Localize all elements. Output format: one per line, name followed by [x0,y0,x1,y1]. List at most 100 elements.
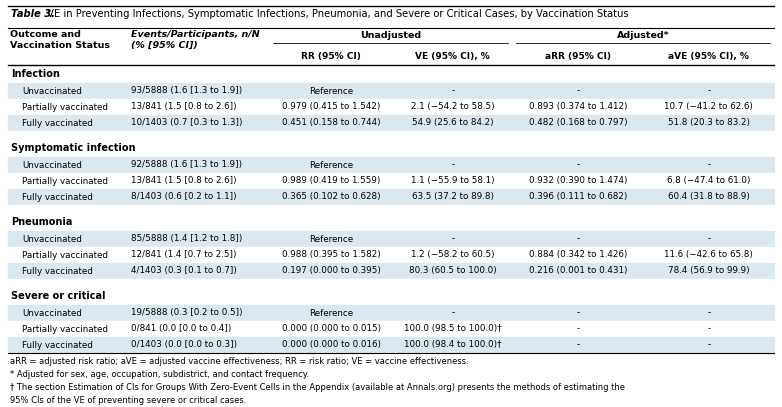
Text: 100.0 (98.5 to 100.0)†: 100.0 (98.5 to 100.0)† [404,324,501,333]
Text: 0.365 (0.102 to 0.628): 0.365 (0.102 to 0.628) [282,193,381,201]
Bar [8,213,774,231]
Text: 19/5888 (0.3 [0.2 to 0.5]): 19/5888 (0.3 [0.2 to 0.5]) [131,309,242,317]
Text: Pneumonia: Pneumonia [11,217,73,227]
Text: Fully vaccinated: Fully vaccinated [22,118,93,127]
Text: -: - [451,160,454,169]
Text: -: - [451,234,454,243]
Text: -: - [576,87,579,96]
Text: VE (95% CI), %: VE (95% CI), % [415,52,490,61]
Text: 100.0 (98.4 to 100.0)†: 100.0 (98.4 to 100.0)† [404,341,501,350]
Bar [8,115,774,131]
Text: Unvaccinated: Unvaccinated [22,160,82,169]
Text: Severe or critical: Severe or critical [11,291,106,301]
Text: 92/5888 (1.6 [1.3 to 1.9]): 92/5888 (1.6 [1.3 to 1.9]) [131,160,242,169]
Text: 0.988 (0.395 to 1.582): 0.988 (0.395 to 1.582) [282,250,381,260]
Text: -: - [576,234,579,243]
Bar [8,139,774,157]
Text: 54.9 (25.6 to 84.2): 54.9 (25.6 to 84.2) [412,118,493,127]
Text: 95% CIs of the VE of preventing severe or critical cases.: 95% CIs of the VE of preventing severe o… [10,396,246,405]
Text: -: - [708,309,711,317]
Bar [8,279,774,287]
Text: 0/841 (0.0 [0.0 to 0.4]): 0/841 (0.0 [0.0 to 0.4]) [131,324,231,333]
Text: Unvaccinated: Unvaccinated [22,87,82,96]
Text: Adjusted*: Adjusted* [617,31,669,40]
Text: RR (95% CI): RR (95% CI) [301,52,361,61]
Bar [8,287,774,305]
Bar [8,83,774,99]
Text: Unvaccinated: Unvaccinated [22,234,82,243]
Text: 2.1 (−54.2 to 58.5): 2.1 (−54.2 to 58.5) [411,103,494,112]
Text: 0/1403 (0.0 [0.0 to 0.3]): 0/1403 (0.0 [0.0 to 0.3]) [131,341,237,350]
Text: -: - [576,341,579,350]
Text: 0.216 (0.001 to 0.431): 0.216 (0.001 to 0.431) [529,267,627,276]
Text: Events/Participants, n/N
(% [95% CI]): Events/Participants, n/N (% [95% CI]) [131,30,260,50]
Bar [8,263,774,279]
Text: 63.5 (37.2 to 89.8): 63.5 (37.2 to 89.8) [411,193,493,201]
Text: Fully vaccinated: Fully vaccinated [22,267,93,276]
Bar [8,247,774,263]
Text: -: - [708,341,711,350]
Bar [8,231,774,247]
Text: 80.3 (60.5 to 100.0): 80.3 (60.5 to 100.0) [409,267,497,276]
Text: Partially vaccinated: Partially vaccinated [22,177,108,186]
Text: 0.000 (0.000 to 0.016): 0.000 (0.000 to 0.016) [282,341,381,350]
Text: 10/1403 (0.7 [0.3 to 1.3]): 10/1403 (0.7 [0.3 to 1.3]) [131,118,242,127]
Text: aRR (95% CI): aRR (95% CI) [545,52,611,61]
Bar [8,173,774,189]
Text: 1.2 (−58.2 to 60.5): 1.2 (−58.2 to 60.5) [411,250,494,260]
Text: -: - [708,87,711,96]
Text: Partially vaccinated: Partially vaccinated [22,324,108,333]
Text: 0.979 (0.415 to 1.542): 0.979 (0.415 to 1.542) [282,103,380,112]
Bar [8,131,774,139]
Text: 60.4 (31.8 to 88.9): 60.4 (31.8 to 88.9) [668,193,750,201]
Text: 0.884 (0.342 to 1.426): 0.884 (0.342 to 1.426) [529,250,627,260]
Text: 0.893 (0.374 to 1.412): 0.893 (0.374 to 1.412) [529,103,627,112]
Bar [8,189,774,205]
Text: 4/1403 (0.3 [0.1 to 0.7]): 4/1403 (0.3 [0.1 to 0.7]) [131,267,237,276]
Text: -: - [451,309,454,317]
Text: 93/5888 (1.6 [1.3 to 1.9]): 93/5888 (1.6 [1.3 to 1.9]) [131,87,242,96]
Text: 0.989 (0.419 to 1.559): 0.989 (0.419 to 1.559) [282,177,380,186]
Text: 6.8 (−47.4 to 61.0): 6.8 (−47.4 to 61.0) [667,177,751,186]
Text: 0.932 (0.390 to 1.474): 0.932 (0.390 to 1.474) [529,177,627,186]
Text: Fully vaccinated: Fully vaccinated [22,341,93,350]
Bar [8,205,774,213]
Text: -: - [708,234,711,243]
Text: 51.8 (20.3 to 83.2): 51.8 (20.3 to 83.2) [668,118,750,127]
Text: 0.482 (0.168 to 0.797): 0.482 (0.168 to 0.797) [529,118,627,127]
Text: 12/841 (1.4 [0.7 to 2.5]): 12/841 (1.4 [0.7 to 2.5]) [131,250,236,260]
Text: 11.6 (−42.6 to 65.8): 11.6 (−42.6 to 65.8) [665,250,753,260]
Text: 0.451 (0.158 to 0.744): 0.451 (0.158 to 0.744) [282,118,381,127]
Text: Reference: Reference [309,309,353,317]
Text: Unadjusted: Unadjusted [360,31,421,40]
Bar [8,321,774,337]
Text: -: - [708,324,711,333]
Text: Symptomatic infection: Symptomatic infection [11,143,135,153]
Bar [8,337,774,353]
Bar [8,157,774,173]
Text: Reference: Reference [309,160,353,169]
Text: 0.000 (0.000 to 0.015): 0.000 (0.000 to 0.015) [282,324,381,333]
Text: Partially vaccinated: Partially vaccinated [22,103,108,112]
Text: * Adjusted for sex, age, occupation, subdistrict, and contact frequency.: * Adjusted for sex, age, occupation, sub… [10,370,309,379]
Bar [8,99,774,115]
Text: 13/841 (1.5 [0.8 to 2.6]): 13/841 (1.5 [0.8 to 2.6]) [131,177,237,186]
Text: VE in Preventing Infections, Symptomatic Infections, Pneumonia, and Severe or Cr: VE in Preventing Infections, Symptomatic… [44,9,629,19]
Text: -: - [576,160,579,169]
Text: † The section Estimation of CIs for Groups With Zero-Event Cells in the Appendix: † The section Estimation of CIs for Grou… [10,383,625,392]
Text: aRR = adjusted risk ratio; aVE = adjusted vaccine effectiveness; RR = risk ratio: aRR = adjusted risk ratio; aVE = adjuste… [10,357,468,366]
Text: Partially vaccinated: Partially vaccinated [22,250,108,260]
Text: 1.1 (−55.9 to 58.1): 1.1 (−55.9 to 58.1) [411,177,494,186]
Bar [8,305,774,321]
Text: -: - [576,309,579,317]
Text: Fully vaccinated: Fully vaccinated [22,193,93,201]
Text: 85/5888 (1.4 [1.2 to 1.8]): 85/5888 (1.4 [1.2 to 1.8]) [131,234,242,243]
Text: Table 3.: Table 3. [11,9,55,19]
Text: Reference: Reference [309,234,353,243]
Text: 13/841 (1.5 [0.8 to 2.6]): 13/841 (1.5 [0.8 to 2.6]) [131,103,237,112]
Text: Unvaccinated: Unvaccinated [22,309,82,317]
Text: -: - [451,87,454,96]
Text: -: - [708,160,711,169]
Text: Outcome and
Vaccination Status: Outcome and Vaccination Status [10,30,110,50]
Text: aVE (95% CI), %: aVE (95% CI), % [669,52,749,61]
